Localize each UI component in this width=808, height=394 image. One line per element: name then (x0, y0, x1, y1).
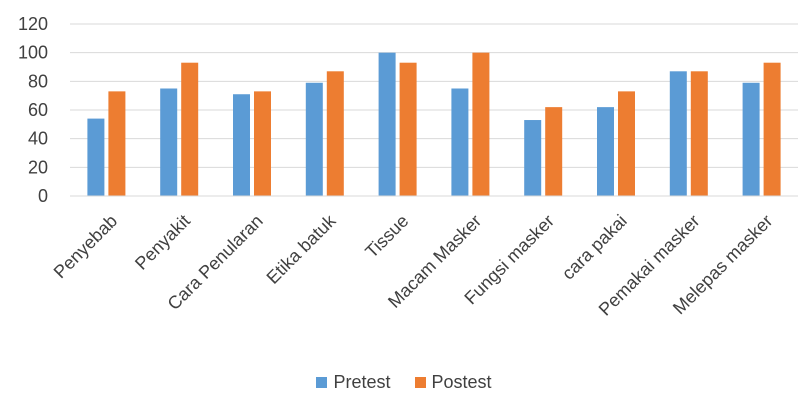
bar-postest (472, 52, 490, 196)
legend-item-pretest: Pretest (316, 372, 391, 393)
x-category-label: Penyebab (50, 211, 121, 282)
x-category-label: Tissue (361, 211, 412, 262)
gridlines (70, 23, 798, 168)
bar-pretest (378, 52, 396, 196)
legend: Pretest Postest (0, 372, 808, 393)
bar-postest (690, 71, 708, 196)
bar-postest (763, 62, 781, 197)
bar-postest (108, 91, 126, 196)
bars (87, 52, 781, 197)
legend-label-postest: Postest (431, 372, 492, 392)
bar-pretest (524, 120, 542, 196)
legend-label-pretest: Pretest (333, 372, 391, 392)
y-tick-label: 20 (28, 157, 48, 177)
bar-pretest (305, 82, 323, 196)
y-tick-label: 0 (38, 186, 48, 206)
legend-item-postest: Postest (414, 372, 492, 393)
bar-postest (254, 91, 271, 196)
y-tick-label: 120 (18, 14, 48, 34)
bar-pretest (160, 88, 178, 196)
bar-postest (181, 62, 199, 197)
y-tick-label: 100 (18, 43, 48, 63)
bar-pretest (87, 118, 105, 196)
bar-postest (399, 62, 417, 197)
y-axis-ticks: 0 20 40 60 80 100 120 (18, 14, 48, 206)
bar-pretest (451, 88, 469, 196)
legend-swatch-postest (414, 377, 426, 388)
x-category-label: cara pakai (558, 211, 631, 284)
y-tick-label: 40 (28, 129, 48, 149)
y-tick-label: 60 (28, 100, 48, 120)
bar-pretest (669, 71, 687, 196)
x-category-label: Etika batuk (263, 210, 341, 288)
bar-postest (545, 107, 563, 196)
legend-swatch-pretest (316, 377, 328, 388)
bar-postest (326, 71, 344, 196)
bar-pretest (233, 94, 250, 196)
bar-pretest (597, 107, 614, 196)
bar-postest (618, 91, 635, 196)
x-category-label: Penyakit (131, 211, 194, 274)
y-tick-label: 80 (28, 71, 48, 91)
bar-pretest (742, 82, 760, 196)
